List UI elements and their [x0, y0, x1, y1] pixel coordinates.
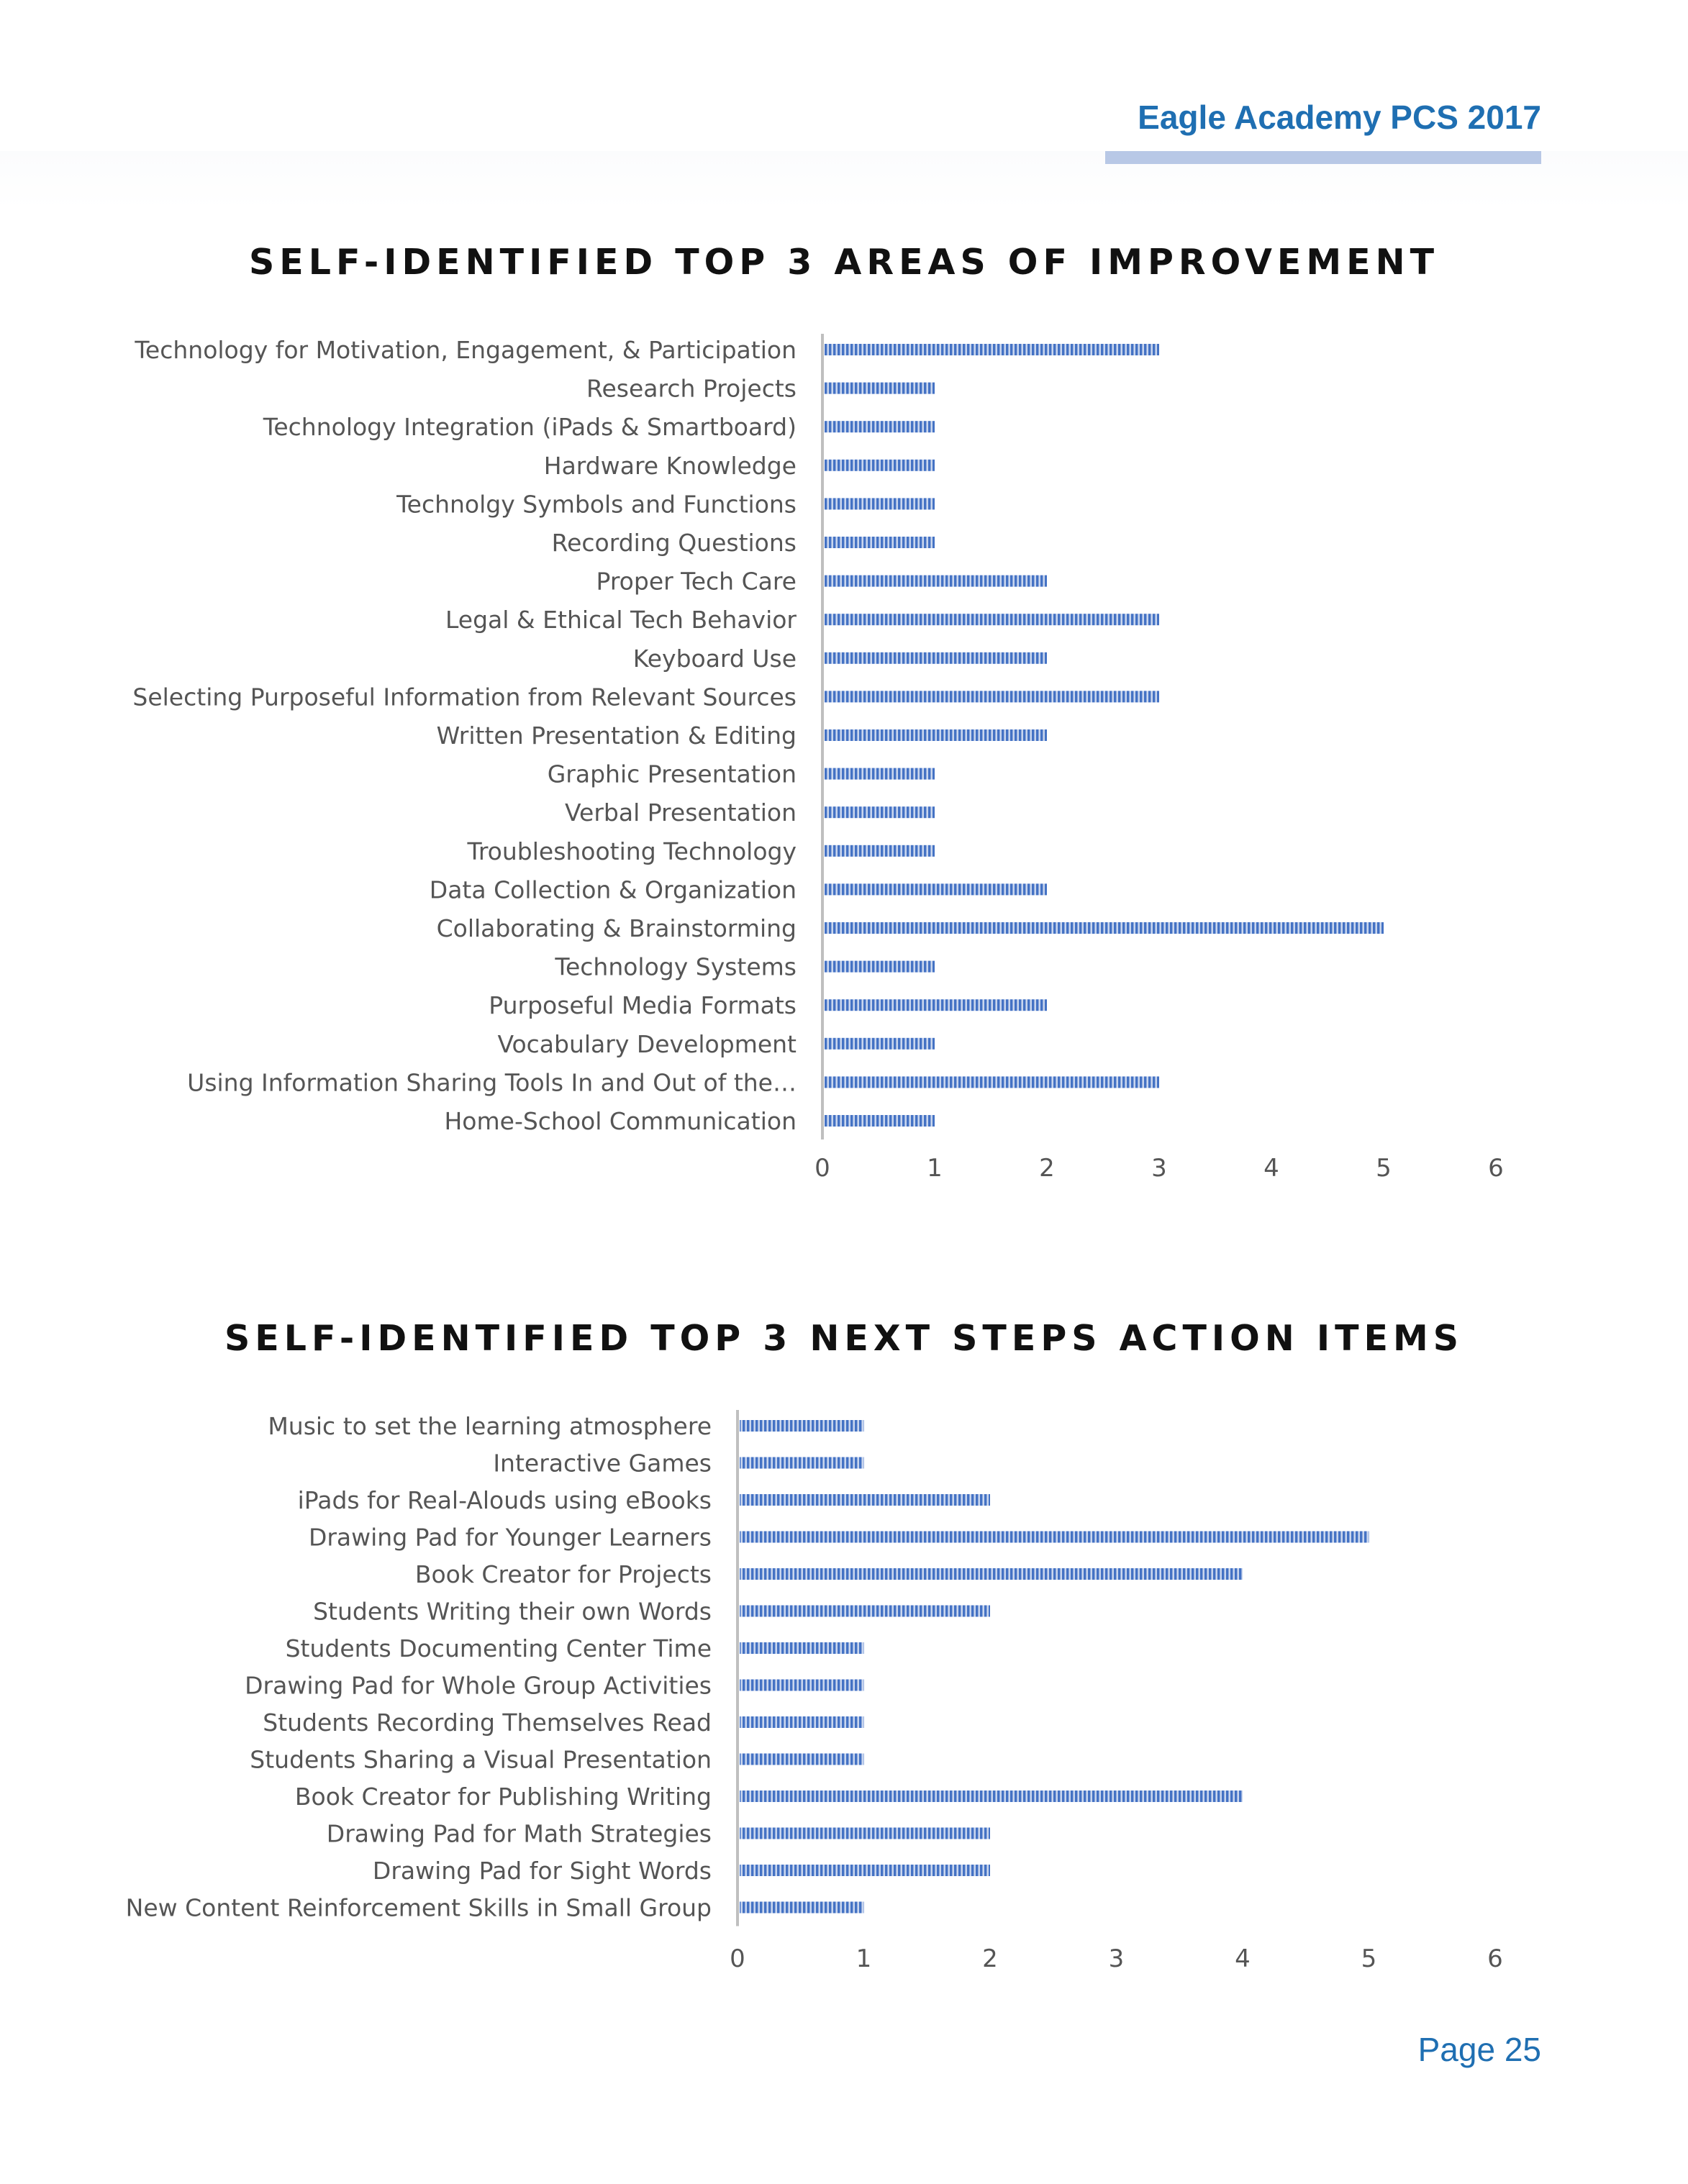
bar: [825, 537, 935, 548]
bar: [740, 1865, 990, 1876]
bar: [740, 1568, 1243, 1580]
category-label: Purposeful Media Formats: [489, 991, 797, 1019]
category-label: Students Documenting Center Time: [286, 1634, 712, 1662]
bar: [825, 729, 1047, 741]
category-label: Data Collection & Organization: [430, 875, 797, 904]
category-label: Drawing Pad for Whole Group Activities: [245, 1672, 712, 1700]
category-label: Book Creator for Projects: [415, 1560, 712, 1588]
bar: [740, 1457, 864, 1469]
bar: [825, 575, 1047, 587]
category-label: Graphic Presentation: [548, 760, 797, 788]
bar: [740, 1679, 864, 1691]
bar: [740, 1531, 1369, 1543]
bar: [825, 960, 935, 973]
bar: [825, 1037, 935, 1050]
category-label: Selecting Purposeful Information from Re…: [132, 683, 797, 711]
bar: [740, 1605, 990, 1617]
category-label: Technology for Motivation, Engagement, &…: [134, 336, 797, 364]
x-tick-label: 1: [856, 1944, 872, 1973]
category-label: Proper Tech Care: [596, 568, 797, 596]
bar: [825, 1115, 935, 1127]
x-tick-label: 5: [1376, 1154, 1392, 1183]
category-label: Drawing Pad for Sight Words: [373, 1857, 712, 1885]
bar: [740, 1791, 1243, 1802]
x-tick-label: 3: [1151, 1154, 1167, 1183]
bar: [740, 1642, 864, 1654]
bar: [740, 1901, 864, 1914]
category-label: Written Presentation & Editing: [437, 722, 797, 750]
bar: [740, 1420, 864, 1432]
bar: [740, 1753, 864, 1765]
bar: [740, 1827, 990, 1839]
category-label: Technology Systems: [554, 953, 797, 981]
x-tick-label: 2: [1039, 1154, 1055, 1183]
category-label: Using Information Sharing Tools In and O…: [187, 1068, 797, 1096]
bar: [825, 691, 1159, 703]
bar: [825, 344, 1159, 355]
bar: [825, 806, 935, 819]
chart-1-areas-of-improvement: Technology for Motivation, Engagement, &…: [132, 334, 1504, 1183]
category-label: Book Creator for Publishing Writing: [295, 1783, 712, 1811]
category-label: Interactive Games: [493, 1450, 712, 1478]
category-label: Legal & Ethical Tech Behavior: [445, 606, 797, 634]
bar: [825, 768, 935, 780]
category-label: Music to set the learning atmosphere: [268, 1412, 712, 1440]
category-label: Students Writing their own Words: [313, 1598, 712, 1626]
bar: [825, 883, 1047, 896]
chart-1-title: SELF-IDENTIFIED TOP 3 AREAS OF IMPROVEME…: [248, 242, 1440, 283]
category-label: Vocabulary Development: [497, 1030, 797, 1058]
bar: [825, 999, 1047, 1011]
x-tick-label: 3: [1109, 1944, 1125, 1973]
bar: [825, 1076, 1159, 1088]
category-label: Verbal Presentation: [565, 798, 797, 827]
bar: [825, 614, 1159, 626]
bar: [740, 1716, 864, 1728]
bar: [825, 652, 1047, 664]
category-label: New Content Reinforcement Skills in Smal…: [126, 1894, 712, 1922]
bar: [825, 459, 935, 471]
category-label: iPads for Real-Alouds using eBooks: [298, 1486, 712, 1514]
category-label: Troubleshooting Technology: [467, 837, 797, 865]
x-tick-label: 4: [1263, 1154, 1279, 1183]
category-label: Drawing Pad for Math Strategies: [327, 1820, 712, 1848]
x-tick-label: 6: [1487, 1944, 1503, 1973]
category-label: Collaborating & Brainstorming: [437, 914, 797, 942]
bar: [825, 845, 935, 857]
x-tick-label: 5: [1361, 1944, 1377, 1973]
chart-2-next-steps-action-items: Music to set the learning atmosphere Inte…: [126, 1410, 1503, 1973]
x-tick-label: 0: [730, 1944, 745, 1973]
bar: [825, 382, 935, 394]
category-label: Technology Integration (iPads & Smartboa…: [263, 413, 797, 441]
category-label: Students Sharing a Visual Presentation: [250, 1746, 712, 1774]
x-tick-label: 1: [927, 1154, 943, 1183]
category-label: Technolgy Symbols and Functions: [396, 490, 797, 518]
header-rule: [1105, 151, 1541, 164]
bar: [825, 498, 935, 510]
bar: [825, 922, 1384, 934]
x-tick-label: 6: [1488, 1154, 1504, 1183]
x-tick-label: 0: [814, 1154, 830, 1183]
bar: [740, 1494, 990, 1506]
bar: [825, 421, 935, 433]
category-label: Research Projects: [586, 375, 797, 403]
category-label: Recording Questions: [552, 529, 797, 557]
category-label: Drawing Pad for Younger Learners: [309, 1524, 712, 1552]
chart-2-title: SELF-IDENTIFIED TOP 3 NEXT STEPS ACTION …: [224, 1318, 1464, 1359]
category-label: Keyboard Use: [633, 645, 797, 673]
category-label: Students Recording Themselves Read: [263, 1708, 712, 1737]
category-label: Hardware Knowledge: [544, 452, 797, 480]
page-number: Page 25: [1417, 2031, 1541, 2068]
category-label: Home-School Communication: [444, 1107, 797, 1135]
x-tick-label: 2: [982, 1944, 998, 1973]
x-tick-label: 4: [1235, 1944, 1251, 1973]
document-header-title: Eagle Academy PCS 2017: [1138, 99, 1541, 136]
